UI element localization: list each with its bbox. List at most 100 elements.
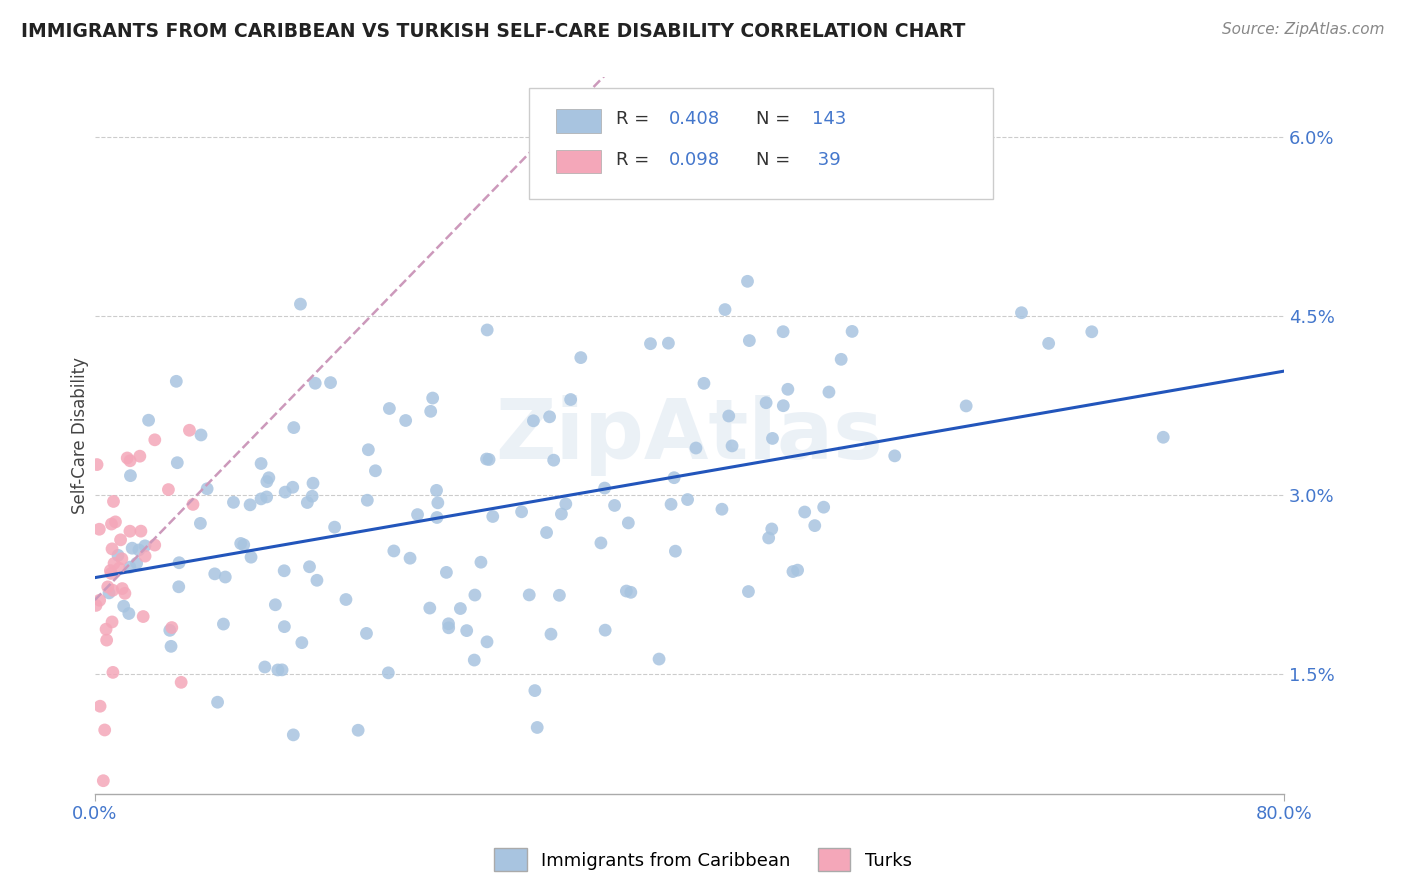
Point — [212, 617, 235, 632]
Point — [101, 665, 124, 680]
Point — [281, 480, 304, 494]
Point — [167, 556, 190, 570]
Point — [543, 453, 565, 467]
Point — [436, 566, 458, 580]
Point — [229, 536, 252, 550]
Point — [118, 524, 141, 539]
Point — [250, 457, 273, 471]
Point — [101, 583, 124, 598]
Point — [1081, 325, 1104, 339]
Point — [782, 565, 804, 579]
Point — [104, 515, 127, 529]
Point — [160, 640, 183, 654]
Point — [755, 395, 778, 409]
Point — [347, 723, 370, 738]
Point — [477, 323, 499, 337]
Text: R =: R = — [616, 110, 655, 128]
Point — [569, 351, 592, 365]
Point — [536, 525, 558, 540]
Point — [659, 497, 682, 511]
Point — [813, 500, 835, 515]
Point — [167, 580, 190, 594]
Point — [138, 413, 160, 427]
Point — [128, 449, 150, 463]
Point — [685, 441, 707, 455]
Point — [273, 564, 295, 578]
Point — [589, 536, 612, 550]
Point — [357, 442, 380, 457]
Point — [526, 721, 548, 735]
Point — [478, 452, 501, 467]
Point — [298, 559, 321, 574]
Point — [378, 401, 401, 416]
Point — [121, 541, 143, 556]
Point — [297, 495, 319, 509]
Text: 39: 39 — [811, 151, 841, 169]
Point — [955, 399, 977, 413]
Point — [159, 624, 181, 638]
Point — [786, 563, 808, 577]
Point — [103, 557, 125, 571]
Point — [758, 531, 780, 545]
Y-axis label: Self-Care Disability: Self-Care Disability — [72, 357, 89, 514]
Point — [305, 574, 328, 588]
Point — [883, 449, 905, 463]
Point — [118, 560, 141, 574]
Point — [273, 620, 295, 634]
Point — [356, 626, 378, 640]
Point — [560, 392, 582, 407]
Point — [232, 538, 254, 552]
Point — [616, 584, 638, 599]
Point — [143, 433, 166, 447]
Point — [517, 588, 540, 602]
Point — [125, 557, 148, 571]
Point — [772, 325, 794, 339]
Point — [425, 483, 447, 498]
Point — [377, 665, 399, 680]
Point — [648, 652, 671, 666]
Point — [463, 653, 485, 667]
FancyBboxPatch shape — [529, 88, 993, 199]
Point — [274, 485, 297, 500]
Point — [657, 336, 679, 351]
Point — [714, 302, 737, 317]
Point — [841, 325, 863, 339]
Point — [108, 561, 131, 575]
Point — [662, 471, 685, 485]
Point — [120, 468, 142, 483]
Point — [523, 683, 546, 698]
Point — [419, 601, 441, 615]
Point — [181, 497, 204, 511]
Point — [271, 663, 294, 677]
Point — [250, 491, 273, 506]
Point — [364, 464, 387, 478]
Point — [382, 544, 405, 558]
Point — [256, 490, 278, 504]
Point — [481, 509, 503, 524]
Point — [165, 374, 187, 388]
Point — [830, 352, 852, 367]
Point — [475, 452, 498, 467]
Point — [302, 476, 325, 491]
Point — [323, 520, 346, 534]
Point — [96, 633, 118, 648]
Point — [94, 622, 117, 636]
Point — [239, 498, 262, 512]
Point — [214, 570, 236, 584]
Point — [395, 413, 418, 427]
Point — [426, 510, 449, 524]
Point — [112, 599, 135, 614]
Point — [101, 541, 124, 556]
Point — [710, 502, 733, 516]
Point — [301, 489, 323, 503]
Point — [776, 382, 799, 396]
Point — [437, 621, 460, 635]
Point — [291, 635, 314, 649]
Point — [253, 660, 276, 674]
Point — [550, 507, 572, 521]
Point — [593, 481, 616, 495]
Point — [103, 494, 125, 508]
Point — [84, 599, 107, 613]
Point — [190, 428, 212, 442]
Point — [721, 439, 744, 453]
